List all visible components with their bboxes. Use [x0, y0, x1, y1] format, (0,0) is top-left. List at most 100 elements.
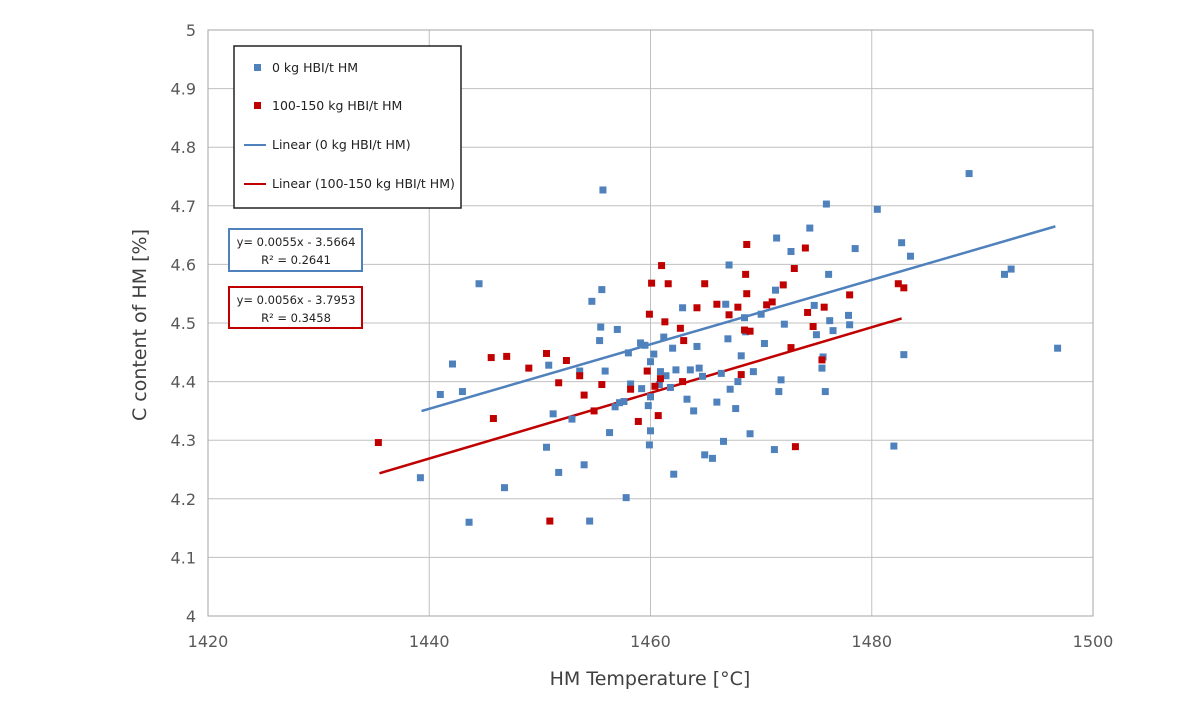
y-tick-label: 5: [186, 21, 196, 40]
legend-marker-100-150kg: [254, 102, 261, 109]
data-point: [900, 351, 908, 359]
data-point: [680, 337, 688, 345]
x-axis-title: HM Temperature [°C]: [550, 668, 751, 690]
data-point: [898, 239, 906, 247]
data-point: [601, 367, 609, 375]
data-point: [647, 358, 654, 366]
data-point: [734, 378, 742, 386]
equation-0kg: y= 0.0055x - 3.5664: [237, 235, 356, 249]
data-point: [662, 372, 670, 380]
data-point: [763, 301, 771, 309]
data-point: [622, 494, 630, 502]
data-point: [809, 323, 817, 331]
data-point: [624, 349, 632, 357]
data-point: [645, 441, 653, 449]
data-point: [620, 398, 628, 406]
x-tick-label: 1460: [630, 632, 671, 651]
data-point: [806, 224, 814, 232]
data-point: [562, 357, 570, 365]
data-point: [576, 367, 584, 375]
data-point: [489, 415, 497, 423]
data-point: [801, 244, 809, 252]
y-tick-label: 4.2: [171, 490, 196, 509]
x-tick-label: 1500: [1073, 632, 1114, 651]
data-point: [634, 417, 642, 425]
data-point: [737, 352, 745, 360]
trendline-0kg: [421, 225, 1056, 413]
data-point: [644, 402, 652, 410]
data-point: [900, 284, 908, 292]
data-point: [713, 300, 721, 308]
data-point: [725, 261, 733, 269]
data-point: [465, 518, 473, 526]
data-point: [720, 437, 728, 445]
data-point: [760, 340, 768, 348]
data-point: [724, 335, 732, 343]
data-point: [701, 451, 709, 459]
data-point: [650, 350, 658, 358]
data-point: [717, 369, 725, 377]
data-point: [503, 352, 511, 360]
data-point: [1054, 344, 1062, 352]
y-tick-label: 4.3: [171, 431, 196, 450]
data-point: [543, 349, 551, 357]
data-point: [580, 461, 588, 469]
data-point: [676, 324, 684, 332]
data-point: [555, 379, 563, 387]
equation-box-0kg-border: [228, 228, 363, 272]
data-point: [787, 248, 795, 256]
data-point: [672, 366, 680, 374]
data-point: [741, 314, 749, 322]
x-tick-label: 1440: [409, 632, 450, 651]
data-point: [741, 326, 749, 334]
data-point: [818, 356, 826, 364]
data-point: [500, 484, 508, 492]
data-point: [546, 517, 554, 525]
y-tick-label: 4.5: [171, 314, 196, 333]
data-point: [549, 410, 557, 418]
data-point: [683, 395, 691, 403]
data-point: [772, 286, 780, 294]
y-tick-label: 4.1: [171, 548, 196, 567]
y-axis-ticks: 4 4.1 4.2 4.3 4.4 4.5 4.6 4.7 4.8 4.9 5: [171, 21, 196, 626]
data-point: [820, 303, 828, 311]
data-point: [804, 308, 812, 316]
y-tick-label: 4.4: [171, 373, 196, 392]
data-point: [686, 366, 694, 374]
data-point: [658, 262, 666, 270]
data-point: [737, 371, 745, 379]
data-point: [693, 342, 701, 350]
data-point: [374, 439, 382, 447]
data-point: [768, 298, 776, 306]
data-point: [873, 205, 881, 213]
data-point: [627, 380, 635, 388]
data-point: [656, 368, 664, 376]
y-axis-title: C content of HM [%]: [129, 229, 151, 421]
data-point: [576, 372, 584, 380]
data-point: [773, 234, 781, 242]
r-squared-0kg: R² = 0.2641: [261, 253, 331, 267]
series-0kg-points: [416, 170, 1062, 526]
data-point: [757, 310, 765, 318]
data-point: [742, 270, 750, 278]
data-point: [846, 291, 854, 299]
data-point: [599, 186, 607, 194]
data-point: [829, 327, 837, 335]
legend-label-linear-0kg: Linear (0 kg HBI/t HM): [272, 137, 411, 152]
data-point: [821, 388, 829, 396]
data-point: [679, 378, 687, 386]
data-point: [598, 381, 606, 389]
series-100-150kg-points: [374, 240, 908, 525]
data-point: [656, 375, 664, 383]
data-point: [846, 321, 854, 329]
data-point: [698, 372, 706, 380]
data-point: [651, 382, 659, 390]
y-tick-label: 4: [186, 607, 196, 626]
data-point: [812, 331, 820, 339]
data-point: [906, 252, 914, 260]
data-point: [641, 341, 649, 349]
data-point: [746, 327, 754, 335]
data-point: [779, 281, 787, 289]
x-tick-label: 1420: [188, 632, 229, 651]
y-tick-label: 4.6: [171, 255, 196, 274]
